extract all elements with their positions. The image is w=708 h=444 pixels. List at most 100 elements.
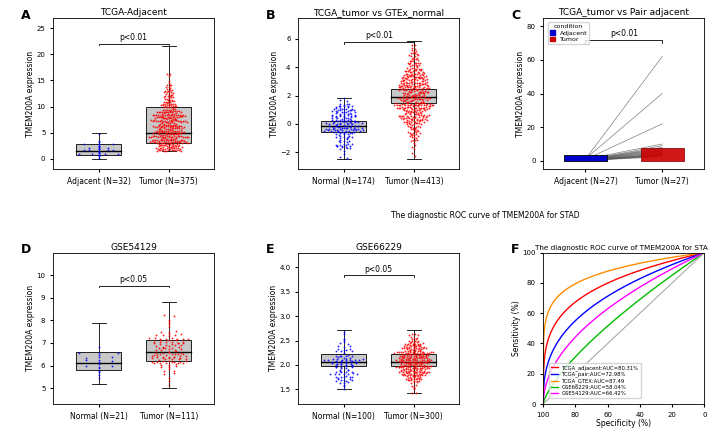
Point bbox=[146, 354, 157, 361]
Point bbox=[331, 143, 343, 150]
Point bbox=[344, 342, 355, 349]
Point bbox=[160, 99, 171, 106]
Point bbox=[417, 105, 428, 112]
Point bbox=[409, 136, 421, 143]
Point bbox=[154, 133, 166, 140]
Point bbox=[416, 88, 427, 95]
Point bbox=[407, 371, 418, 378]
Point bbox=[333, 131, 345, 138]
Point bbox=[352, 370, 363, 377]
Point bbox=[414, 89, 426, 96]
Point bbox=[343, 370, 354, 377]
Point bbox=[406, 358, 417, 365]
Point bbox=[393, 113, 404, 120]
Point bbox=[155, 108, 166, 115]
Point bbox=[405, 63, 416, 70]
TCGA_adjacent:AUC=80.31% bbox=[700, 250, 708, 255]
Point bbox=[405, 94, 416, 101]
Point bbox=[166, 82, 177, 89]
Point bbox=[163, 106, 174, 113]
Point bbox=[411, 87, 423, 94]
Bar bbox=[641, 148, 684, 161]
Point bbox=[164, 126, 176, 133]
Point bbox=[407, 113, 418, 120]
Point bbox=[419, 365, 430, 373]
Point bbox=[409, 48, 420, 56]
Point bbox=[166, 119, 177, 126]
Point bbox=[409, 92, 420, 99]
Point bbox=[406, 47, 417, 54]
Point bbox=[149, 111, 160, 118]
Point bbox=[149, 117, 160, 124]
Point bbox=[409, 335, 420, 342]
Point bbox=[399, 84, 411, 91]
Point bbox=[412, 340, 423, 347]
Point bbox=[151, 117, 162, 124]
Point bbox=[406, 336, 417, 343]
Point bbox=[405, 66, 416, 73]
Point bbox=[160, 96, 171, 103]
Point bbox=[406, 116, 418, 123]
Point bbox=[178, 137, 190, 144]
Point bbox=[334, 113, 346, 120]
Point bbox=[167, 100, 178, 107]
Point bbox=[327, 123, 338, 130]
Point bbox=[165, 117, 176, 124]
Point bbox=[164, 122, 176, 129]
Point bbox=[402, 369, 413, 376]
Point bbox=[418, 101, 430, 108]
Point bbox=[175, 113, 186, 120]
Point bbox=[166, 114, 177, 121]
Point bbox=[415, 121, 426, 128]
Point bbox=[342, 103, 353, 110]
Point bbox=[419, 371, 430, 378]
Point bbox=[422, 84, 433, 91]
Point bbox=[332, 375, 343, 382]
Point bbox=[338, 350, 349, 357]
Point bbox=[393, 102, 404, 109]
Point bbox=[166, 96, 178, 103]
Point bbox=[417, 100, 428, 107]
Point bbox=[407, 108, 418, 115]
Point bbox=[409, 369, 420, 377]
Point bbox=[418, 344, 429, 351]
Point bbox=[409, 133, 420, 140]
TCGA_adjacent:AUC=80.31% bbox=[626, 271, 634, 277]
Point bbox=[401, 354, 412, 361]
Point bbox=[397, 359, 409, 366]
Point bbox=[394, 94, 405, 101]
Point bbox=[413, 332, 424, 339]
Point bbox=[173, 130, 184, 137]
Point bbox=[350, 111, 361, 118]
Point bbox=[161, 136, 172, 143]
Point bbox=[334, 120, 346, 127]
Point bbox=[409, 343, 420, 350]
Point bbox=[405, 107, 416, 115]
Point bbox=[334, 119, 346, 126]
Point bbox=[159, 88, 170, 95]
Point bbox=[169, 123, 181, 130]
Point bbox=[83, 145, 94, 152]
Point bbox=[342, 125, 353, 132]
Point bbox=[409, 78, 420, 85]
Point bbox=[161, 81, 173, 88]
Point bbox=[333, 102, 345, 109]
Point bbox=[413, 122, 424, 129]
Point bbox=[336, 365, 347, 372]
Point bbox=[409, 377, 420, 384]
Point bbox=[163, 382, 174, 389]
Point bbox=[409, 62, 420, 69]
Point bbox=[341, 135, 353, 142]
Point bbox=[405, 120, 416, 127]
Point bbox=[170, 142, 181, 149]
Point bbox=[164, 120, 176, 127]
Point bbox=[341, 356, 352, 363]
Point bbox=[404, 89, 416, 96]
Point bbox=[346, 112, 357, 119]
Point bbox=[162, 127, 173, 134]
Point bbox=[157, 101, 169, 108]
Point bbox=[336, 357, 347, 364]
Point bbox=[403, 101, 414, 108]
Point bbox=[406, 121, 418, 128]
Point bbox=[167, 130, 178, 137]
